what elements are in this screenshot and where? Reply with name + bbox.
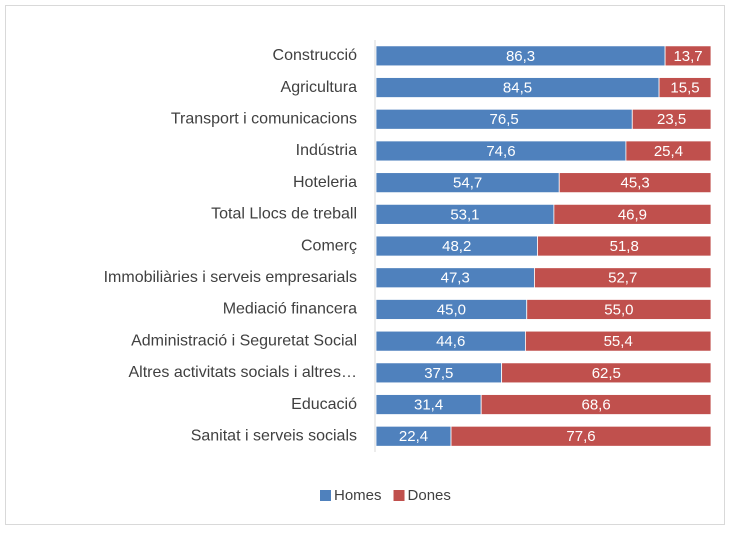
bar-segment bbox=[501, 362, 712, 384]
category-label: Immobiliàries i serveis empresarials bbox=[104, 269, 357, 286]
value-label: 52,7 bbox=[608, 270, 637, 287]
category-label: Educació bbox=[291, 396, 357, 413]
category-label: Agricultura bbox=[281, 79, 358, 96]
category-label: Construcció bbox=[273, 47, 358, 64]
legend-label: Homes bbox=[334, 487, 382, 504]
category-label: Comerç bbox=[301, 237, 357, 254]
bar-segment bbox=[537, 235, 712, 257]
value-label: 48,2 bbox=[442, 238, 471, 255]
bar-segment bbox=[558, 172, 712, 194]
bar-segment bbox=[450, 425, 712, 447]
value-label: 44,6 bbox=[436, 333, 465, 350]
bar-segment bbox=[631, 108, 712, 130]
value-label: 77,6 bbox=[566, 428, 595, 445]
bar-segment bbox=[664, 45, 712, 67]
bar-segment bbox=[625, 140, 712, 162]
legend-swatch bbox=[393, 490, 405, 501]
value-label: 13,7 bbox=[673, 48, 702, 65]
value-label: 84,5 bbox=[503, 80, 532, 97]
value-label: 46,9 bbox=[618, 206, 647, 223]
value-label: 23,5 bbox=[657, 111, 686, 128]
value-label: 86,3 bbox=[506, 48, 535, 65]
category-label: Altres activitats socials i altres… bbox=[128, 364, 357, 381]
legend-label: Dones bbox=[408, 487, 451, 504]
bar-segment bbox=[526, 299, 712, 320]
category-label: Transport i comunicacions bbox=[171, 110, 357, 127]
bar-segment bbox=[553, 203, 712, 225]
category-label: Total Llocs de treball bbox=[211, 206, 357, 223]
value-label: 37,5 bbox=[424, 365, 453, 382]
value-label: 15,5 bbox=[670, 80, 699, 97]
value-label: 62,5 bbox=[592, 365, 621, 382]
value-label: 74,6 bbox=[486, 143, 515, 160]
value-label: 68,6 bbox=[581, 397, 610, 414]
bar-segment bbox=[658, 77, 712, 98]
value-label: 76,5 bbox=[490, 111, 519, 128]
value-label: 55,0 bbox=[604, 301, 633, 318]
value-label: 55,4 bbox=[604, 333, 633, 350]
value-label: 25,4 bbox=[654, 143, 683, 160]
value-label: 45,0 bbox=[437, 301, 466, 318]
value-label: 47,3 bbox=[441, 270, 470, 287]
category-label: Mediació financera bbox=[223, 301, 357, 318]
bar-segment bbox=[480, 394, 712, 415]
value-label: 53,1 bbox=[450, 206, 479, 223]
value-label: 22,4 bbox=[399, 428, 428, 445]
value-label: 45,3 bbox=[621, 175, 650, 192]
bar-segment bbox=[534, 267, 712, 289]
category-label: Hoteleria bbox=[293, 174, 357, 191]
category-label: Sanitat i serveis socials bbox=[191, 427, 357, 444]
category-label: Indústria bbox=[296, 142, 357, 159]
category-label: Administració i Seguretat Social bbox=[131, 332, 357, 349]
bar-segment bbox=[525, 330, 712, 352]
value-label: 51,8 bbox=[610, 238, 639, 255]
value-label: 54,7 bbox=[453, 175, 482, 192]
value-label: 31,4 bbox=[414, 397, 443, 414]
legend-swatch bbox=[320, 490, 331, 501]
